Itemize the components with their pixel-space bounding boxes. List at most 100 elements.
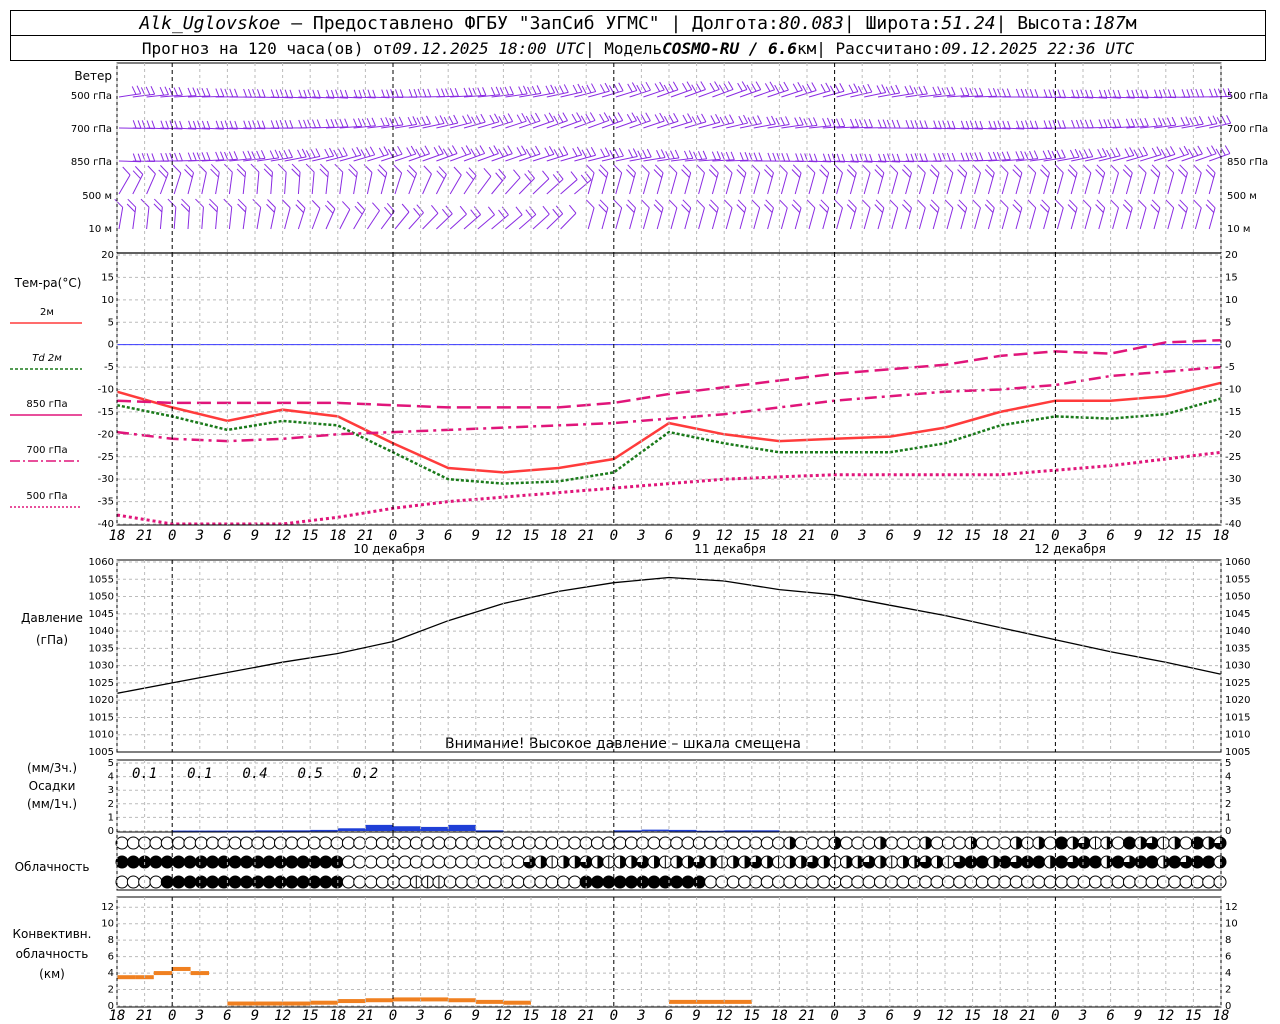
wind-barb-feather (979, 152, 984, 161)
wind-barb-feather (1154, 89, 1158, 98)
temp-tick-right: 0 (1225, 340, 1231, 351)
wind-barb-feather (753, 152, 758, 161)
cloud-symbol (772, 836, 786, 850)
cloud-symbol-3q (636, 856, 649, 868)
wind-barb (850, 91, 872, 98)
wind-barb-feather (840, 118, 846, 127)
wind-barb-feather (737, 164, 747, 174)
wind-barb (132, 207, 137, 230)
wind-barb-feather (513, 169, 521, 178)
wind-barb-feather (453, 166, 462, 176)
wind-barb-feather (247, 88, 252, 98)
wind-barb (657, 89, 679, 98)
cloud-symbol-full (217, 876, 230, 888)
cloud-symbol (624, 836, 638, 850)
wind-barb (560, 179, 578, 195)
wind-barb-feather (889, 164, 899, 174)
wind-barb (1098, 155, 1121, 162)
cloud-symbol (511, 875, 525, 889)
wind-barb-feather (160, 165, 169, 174)
model-label: | Модель (585, 38, 663, 58)
wind-barb (159, 173, 169, 195)
wind-barb-feather (932, 86, 937, 96)
wind-barb-feather (1179, 199, 1188, 209)
cloud-symbol (443, 875, 457, 889)
wind-barb (1071, 96, 1094, 99)
wind-barb-feather (1140, 89, 1145, 98)
wind-barb-feather (710, 199, 719, 209)
wind-barb (160, 94, 183, 98)
wind-barb-feather (631, 112, 637, 121)
wind-barb (256, 207, 262, 230)
cloud-symbol-full (1055, 856, 1068, 868)
legend-700: 700 гПа (26, 445, 67, 456)
wind-barb-feather (283, 149, 289, 159)
bottom-time-tick: 0 (168, 1008, 176, 1024)
cloud-symbol (1145, 875, 1159, 889)
wind-barb-feather (324, 148, 330, 158)
wind-barb (808, 125, 831, 129)
bottom-time-tick: 12 (716, 1008, 733, 1024)
wind-barb-feather (589, 112, 596, 121)
wind-barb-feather (426, 115, 431, 125)
wind-barb-feather (1001, 88, 1007, 97)
cloud-symbol (738, 836, 752, 850)
wind-barb (601, 155, 624, 162)
wind-barb (918, 172, 926, 195)
wind-barb-feather (869, 153, 873, 163)
wind-barb-feather (1185, 116, 1190, 125)
cloud-symbol-full (195, 876, 208, 888)
wind-barb-feather (739, 152, 744, 161)
cloud-symbol (534, 875, 548, 889)
time-tick: 3 (195, 528, 204, 544)
cloud-symbol (183, 836, 197, 850)
wind-barb (408, 173, 417, 195)
wind-barb (215, 207, 219, 230)
bottom-time-tick: 12 (495, 1008, 512, 1024)
wind-barb (601, 172, 609, 195)
wind-barb-feather (1055, 164, 1064, 174)
wind-barb-feather (132, 170, 141, 180)
wind-barb-feather (1015, 88, 1020, 98)
wind-barb-feather (792, 164, 802, 174)
time-tick: 15 (302, 528, 319, 544)
wind-barb-feather (270, 89, 275, 98)
cloud-symbol-full (274, 876, 287, 888)
wind-barb-feather (530, 114, 536, 123)
wind-barb-feather (1062, 120, 1067, 129)
cloud-symbol (1179, 836, 1193, 850)
wind-barb (367, 124, 390, 129)
wind-barb (822, 207, 830, 230)
wind-barb-feather (544, 114, 550, 123)
wind-barb (642, 172, 650, 195)
wind-barb (284, 207, 291, 230)
wind-barb (408, 212, 424, 230)
wind-barb (394, 211, 410, 230)
wind-barb (1098, 96, 1121, 99)
cloud-symbol-full (172, 856, 185, 868)
wind-barb-feather (831, 118, 836, 128)
cloud-symbol (421, 836, 435, 850)
cloud-symbol-half (574, 856, 581, 868)
wind-barb-feather (947, 120, 951, 129)
wind-barb-feather (495, 172, 503, 182)
wind-barb (546, 154, 568, 162)
wind-barb-feather (723, 82, 729, 92)
wind-barb (1208, 207, 1216, 230)
cloud-symbol (670, 836, 684, 850)
bottom-time-tick: 21 (357, 1008, 374, 1024)
wind-barb-feather (891, 119, 896, 129)
wind-barb (711, 207, 719, 230)
legend-850: 850 гПа (26, 399, 67, 410)
wind-barb (353, 125, 376, 129)
wind-barb (932, 207, 940, 230)
wind-barb (339, 172, 344, 195)
wind-barb-feather (220, 151, 225, 160)
time-tick: 3 (415, 528, 424, 544)
wind-barb (174, 95, 197, 98)
conv-bar (393, 997, 421, 1002)
wind-barb-feather (1172, 89, 1177, 98)
cloud-symbol-full (976, 856, 989, 868)
wind-barb (491, 153, 513, 162)
